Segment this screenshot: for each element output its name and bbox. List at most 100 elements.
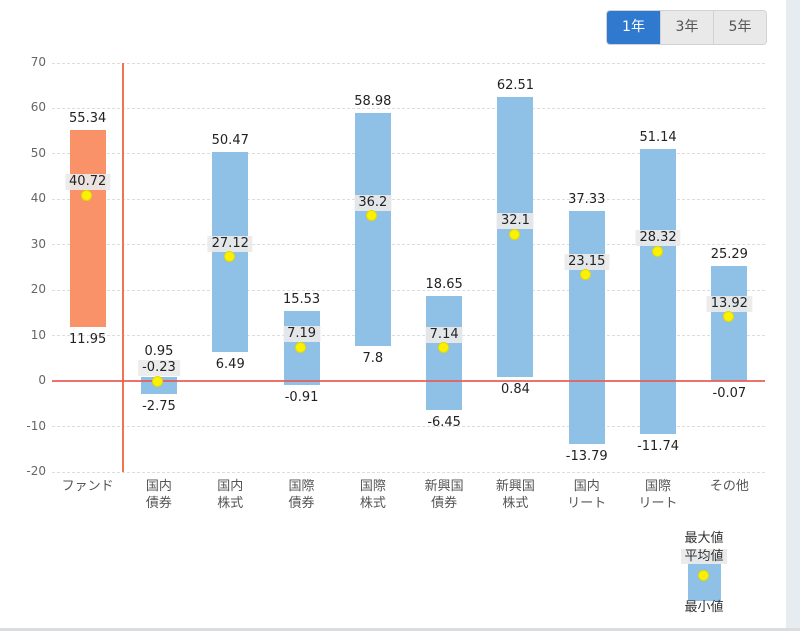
x-axis-category-label-line: 債券 bbox=[145, 496, 172, 511]
period-tab-5y[interactable]: 5年 bbox=[713, 11, 766, 44]
avg-value-label: 40.72 bbox=[65, 174, 111, 191]
min-value-label: -2.75 bbox=[142, 398, 176, 414]
max-value-label: 0.95 bbox=[144, 344, 174, 360]
min-value-label: -11.74 bbox=[637, 439, 680, 455]
x-axis-category-label-line: 株式 bbox=[217, 496, 244, 511]
y-axis-tick-label: -20 bbox=[26, 464, 46, 478]
gridline bbox=[52, 62, 765, 64]
x-axis-category-label-line: その他 bbox=[709, 479, 749, 494]
gridline bbox=[52, 335, 765, 337]
average-dot-icon bbox=[295, 341, 307, 353]
x-axis-category-label-line: 国際 bbox=[288, 479, 315, 494]
y-axis-tick-label: 70 bbox=[30, 55, 46, 69]
page-right-edge bbox=[786, 0, 800, 631]
x-axis-category-label-line: 新興国 bbox=[424, 479, 464, 494]
avg-value-label: 13.92 bbox=[706, 295, 752, 312]
average-dot-icon bbox=[437, 342, 449, 354]
max-value-label: 51.14 bbox=[639, 129, 677, 145]
x-axis-category-label-line: リート bbox=[638, 496, 678, 511]
x-axis-category-label: 国際 リート bbox=[639, 478, 678, 512]
gridline bbox=[52, 289, 765, 291]
x-axis-category-label-line: 国際 bbox=[359, 479, 386, 494]
zero-baseline bbox=[52, 380, 765, 383]
fund-separator-line bbox=[122, 63, 125, 472]
min-value-label: -13.79 bbox=[565, 448, 608, 464]
gridline bbox=[52, 244, 765, 246]
y-axis-tick-label: 50 bbox=[30, 145, 46, 160]
x-axis-category-label: 国内 債券 bbox=[146, 478, 172, 512]
legend-min-label: 最小値 bbox=[684, 600, 724, 615]
avg-value-label: 23.15 bbox=[564, 253, 610, 270]
avg-value-label: -0.23 bbox=[138, 360, 180, 377]
x-axis-category-label-line: 債券 bbox=[288, 496, 315, 511]
average-dot-icon bbox=[81, 189, 93, 201]
max-value-label: 58.98 bbox=[354, 94, 392, 110]
legend-average-dot-icon bbox=[698, 570, 709, 581]
average-dot-icon bbox=[580, 269, 592, 281]
max-value-label: 55.34 bbox=[69, 110, 107, 126]
min-value-label: 7.8 bbox=[362, 350, 384, 366]
gridline bbox=[52, 426, 765, 428]
x-axis-category-label-line: 債券 bbox=[431, 496, 458, 511]
min-value-label: -0.07 bbox=[712, 386, 747, 402]
min-value-label: 6.49 bbox=[215, 356, 245, 372]
avg-value-label: 7.14 bbox=[425, 326, 463, 343]
gridline bbox=[52, 198, 765, 200]
max-value-label: 62.51 bbox=[496, 78, 535, 94]
y-axis-tick-label: 0 bbox=[38, 373, 46, 388]
average-dot-icon bbox=[651, 245, 663, 257]
avg-value-label: 36.2 bbox=[354, 194, 392, 211]
period-tab-1y[interactable]: 1年 bbox=[607, 11, 660, 44]
range-bar bbox=[69, 129, 106, 327]
min-value-label: -6.45 bbox=[427, 415, 461, 431]
period-tab-3y[interactable]: 3年 bbox=[660, 11, 713, 44]
y-axis-tick-label: 10 bbox=[30, 327, 46, 342]
x-axis-category-label: 新興国 債券 bbox=[425, 478, 464, 512]
max-value-label: 18.65 bbox=[425, 277, 463, 293]
gridline bbox=[52, 153, 765, 155]
avg-value-label: 32.1 bbox=[496, 213, 534, 230]
y-axis-tick-label: 30 bbox=[30, 236, 46, 251]
x-axis-category-label-line: ファンド bbox=[61, 479, 114, 494]
min-value-label: -0.91 bbox=[284, 390, 319, 406]
legend-avg-label: 平均値 bbox=[664, 549, 744, 565]
max-value-label: 37.33 bbox=[568, 192, 606, 208]
y-axis-tick-label: 60 bbox=[30, 100, 46, 115]
min-value-label: 0.84 bbox=[500, 382, 530, 398]
range-bar bbox=[426, 296, 463, 411]
max-value-label: 15.53 bbox=[282, 291, 321, 307]
gridline bbox=[52, 107, 765, 109]
x-axis-category-label-line: 株式 bbox=[502, 496, 529, 511]
period-tab-group: 1年 3年 5年 bbox=[606, 10, 767, 45]
y-axis-tick-label: 20 bbox=[30, 282, 46, 297]
x-axis-category-label-line: リート bbox=[567, 496, 607, 511]
x-axis-category-label-line: 国内 bbox=[145, 479, 172, 494]
range-bar bbox=[640, 148, 677, 435]
x-axis-category-label: その他 bbox=[710, 478, 749, 495]
avg-value-label: 7.19 bbox=[283, 326, 321, 343]
gridline bbox=[52, 471, 765, 473]
min-value-label: 11.95 bbox=[69, 331, 107, 347]
max-value-label: 50.47 bbox=[211, 132, 249, 148]
avg-value-label: 27.12 bbox=[207, 235, 253, 252]
page-bottom-edge bbox=[0, 628, 800, 631]
x-axis-category-label: 国際 債券 bbox=[289, 478, 315, 512]
average-dot-icon bbox=[722, 311, 734, 323]
max-value-label: 25.29 bbox=[710, 247, 748, 263]
avg-value-label: 28.32 bbox=[635, 230, 681, 247]
range-bar bbox=[711, 266, 748, 382]
y-axis-tick-label: 40 bbox=[30, 191, 46, 206]
x-axis-category-label-line: 国内 bbox=[573, 479, 600, 494]
legend-max-label: 最大値 bbox=[684, 531, 724, 546]
x-axis-category-label: 新興国 株式 bbox=[496, 478, 535, 512]
x-axis-category-label-line: 国際 bbox=[645, 479, 672, 494]
average-dot-icon bbox=[223, 251, 235, 263]
range-bar bbox=[568, 211, 605, 444]
x-axis-category-label: 国内 リート bbox=[567, 478, 606, 512]
range-bar bbox=[354, 113, 391, 346]
x-axis-category-label-line: 新興国 bbox=[495, 479, 535, 494]
x-axis-category-label: 国際 株式 bbox=[360, 478, 386, 512]
average-dot-icon bbox=[508, 228, 520, 240]
